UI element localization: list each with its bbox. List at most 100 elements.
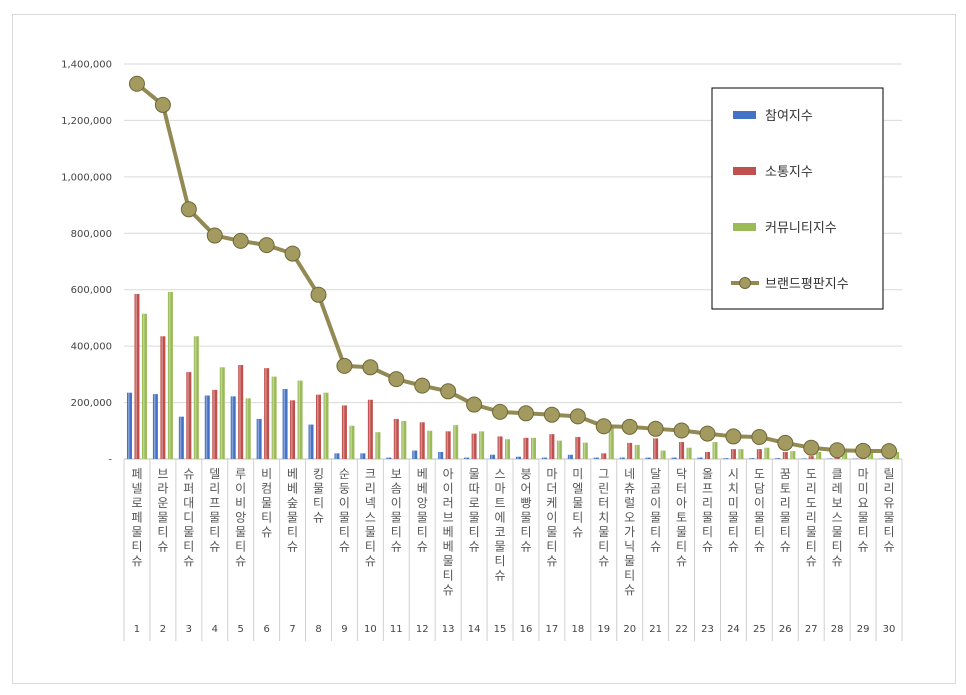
bar-1-1: [126, 392, 132, 459]
bar-highlight: [220, 367, 223, 459]
bar-highlight: [361, 453, 363, 459]
bar-series: [126, 291, 900, 459]
bar-2-14: [471, 433, 477, 459]
bar-highlight: [342, 405, 345, 459]
bar-2-13: [445, 431, 451, 459]
bar-2-6: [264, 368, 270, 459]
line-point-2: [154, 96, 171, 113]
bar-3-21: [660, 450, 666, 459]
y-tick-label: 400,000: [71, 342, 112, 353]
rank-label: 17: [546, 624, 559, 635]
bar-3-29: [868, 451, 874, 459]
bar-2-22: [679, 442, 685, 459]
bar-2-19: [601, 453, 607, 459]
bar-highlight: [672, 457, 675, 459]
rank-label: 23: [701, 624, 714, 635]
bar-2-20: [627, 442, 633, 459]
bar-3-2: [167, 291, 173, 459]
bar-3-12: [427, 430, 433, 459]
bar-3-25: [764, 447, 770, 459]
y-tick-label: 800,000: [71, 229, 112, 240]
bar-highlight: [291, 400, 293, 459]
bar-highlight: [680, 442, 682, 459]
bar-highlight: [413, 450, 415, 459]
line-point-27: [803, 439, 820, 456]
bar-highlight: [498, 436, 501, 459]
bar-highlight: [324, 392, 326, 459]
bar-3-10: [375, 432, 381, 459]
bar-1-13: [438, 451, 444, 459]
line-point-18: [569, 408, 586, 425]
bar-2-9: [341, 405, 347, 459]
legend-box: [711, 87, 884, 310]
bar-2-2: [160, 336, 166, 459]
bar-highlight: [387, 457, 389, 459]
bar-2-25: [756, 449, 762, 459]
legend-marker: [739, 277, 751, 289]
bar-2-3: [186, 372, 192, 459]
rank-label: 1: [134, 624, 140, 635]
bar-3-17: [556, 440, 562, 459]
bar-highlight: [895, 451, 897, 459]
bar-highlight: [628, 442, 630, 459]
line-point-16: [517, 405, 534, 422]
bar-highlight: [713, 442, 715, 459]
bar-highlight: [142, 313, 145, 459]
bar-highlight: [153, 394, 156, 459]
bar-1-29: [853, 458, 859, 459]
bar-highlight: [750, 458, 752, 459]
bar-2-24: [730, 449, 736, 459]
bar-highlight: [135, 293, 137, 459]
bar-highlight: [179, 416, 182, 459]
bar-2-7: [290, 400, 296, 459]
bar-highlight: [609, 427, 612, 459]
bar-highlight: [317, 394, 319, 459]
bar-1-26: [775, 458, 781, 459]
bar-3-16: [530, 437, 536, 459]
bar-highlight: [309, 424, 311, 459]
rank-label: 29: [857, 624, 870, 635]
rank-label: 14: [468, 624, 481, 635]
bar-1-7: [282, 389, 288, 459]
line-point-28: [829, 442, 846, 459]
legend-label: 참여지수: [765, 109, 813, 124]
line-point-9: [336, 357, 353, 374]
bar-highlight: [335, 453, 337, 459]
bar-3-13: [453, 425, 459, 459]
bar-3-1: [141, 313, 147, 459]
bar-2-28: [834, 457, 840, 459]
bar-2-23: [705, 451, 710, 459]
bar-3-5: [245, 398, 251, 459]
bar-1-6: [256, 418, 262, 459]
bar-highlight: [231, 396, 234, 459]
bar-highlight: [724, 458, 726, 459]
legend-swatch: [733, 223, 756, 231]
bar-2-16: [523, 437, 529, 459]
legend-swatch: [733, 111, 756, 119]
line-point-1: [128, 75, 145, 92]
bar-highlight: [298, 380, 301, 459]
bar-2-11: [393, 418, 399, 459]
bar-3-28: [842, 451, 848, 459]
bar-highlight: [583, 442, 586, 459]
line-point-19: [595, 418, 612, 435]
line-point-29: [855, 442, 872, 459]
bar-1-17: [541, 457, 547, 459]
bar-highlight: [439, 451, 441, 459]
bar-1-16: [515, 456, 521, 459]
bar-1-8: [308, 424, 314, 459]
bar-highlight: [654, 438, 656, 459]
bar-3-24: [738, 449, 744, 459]
